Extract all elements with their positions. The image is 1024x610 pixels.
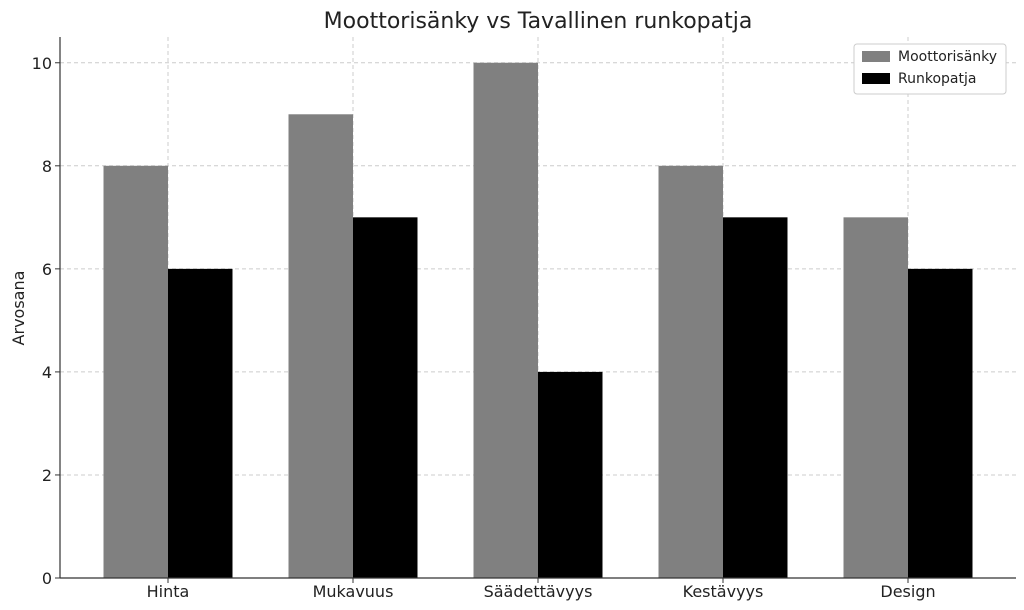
y-tick-label: 10 [32,54,52,73]
y-ticks: 0 2 4 6 8 10 [32,54,60,588]
x-ticks: Hinta Mukavuus Säädettävyys Kestävyys Design [147,578,936,601]
bar-runkopatja-2 [538,371,603,578]
x-tick-label: Design [880,582,935,601]
bar-moottorisanky-1 [288,114,353,579]
bar-moottorisanky-2 [473,62,538,579]
x-tick-label: Hinta [147,582,190,601]
bar-moottorisanky-4 [843,217,908,579]
bar-runkopatja-3 [723,217,788,579]
legend-box [853,43,1007,95]
x-tick-label: Mukavuus [313,582,394,601]
bar-moottorisanky-0 [103,165,168,579]
bar-moottorisanky-3 [658,165,723,579]
bars [103,62,973,579]
bar-runkopatja-4 [908,268,973,578]
y-tick-label: 2 [42,466,52,485]
y-tick-label: 6 [42,260,52,279]
legend-label-runkopatja: Runkopatja [898,71,976,87]
legend-swatch-moottorisanky [862,51,890,62]
x-tick-label: Kestävyys [683,582,764,601]
chart-title: Moottorisänky vs Tavallinen runkopatja [324,9,753,34]
y-tick-label: 0 [42,569,52,588]
bar-runkopatja-1 [353,217,418,579]
y-tick-label: 8 [42,157,52,176]
legend-swatch-runkopatja [862,73,890,84]
x-tick-label: Säädettävyys [484,582,593,601]
bar-runkopatja-0 [168,268,233,578]
legend: Moottorisänky Runkopatja [853,43,1007,95]
y-tick-label: 4 [42,363,52,382]
legend-label-moottorisanky: Moottorisänky [898,49,997,65]
y-axis-title: Arvosana [9,271,28,346]
